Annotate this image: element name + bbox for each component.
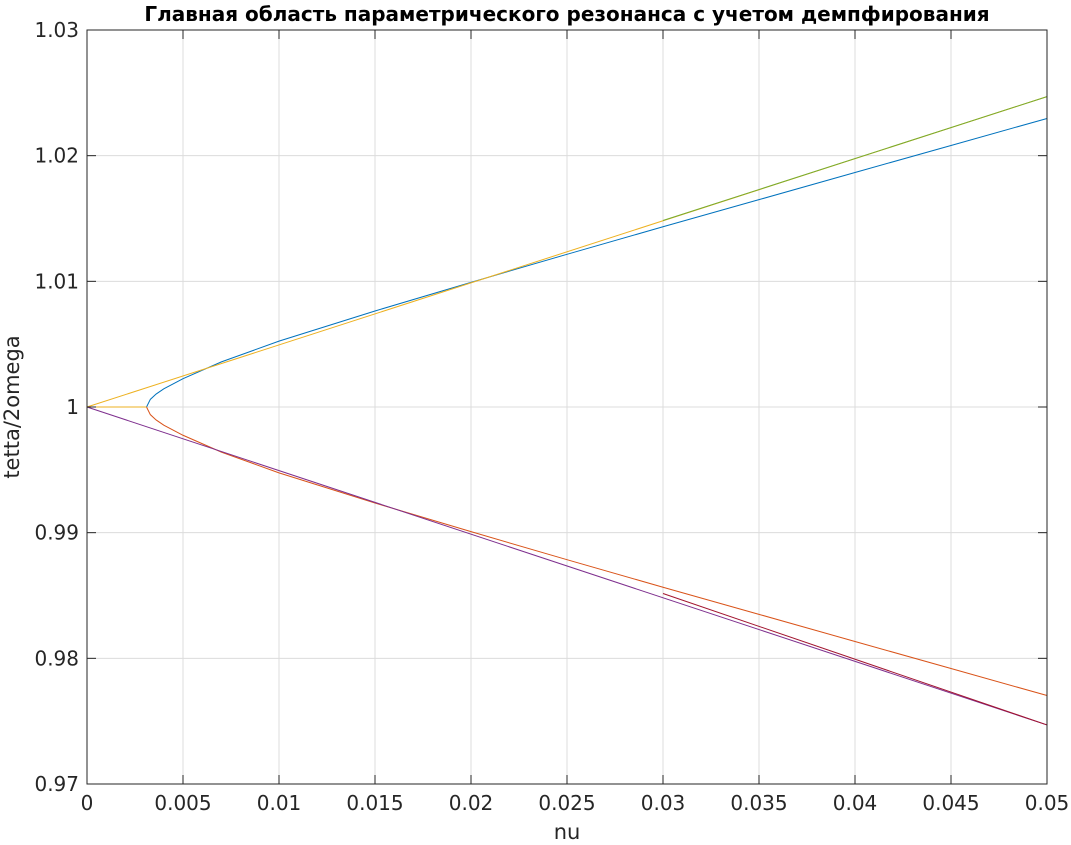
- ticks: [86, 29, 1048, 785]
- y-axis-label: tetta/2omega: [0, 335, 24, 478]
- series-line: [86, 406, 1048, 726]
- series-line: [662, 96, 1048, 221]
- tick-labels: 0 0.005 0.01 0.015 0.02 0.025 0.03 0.035 0.04 0.0…: [34, 18, 1069, 815]
- x-tick-label: 0.04: [833, 791, 878, 815]
- x-tick-label: 0.005: [154, 791, 211, 815]
- y-tick-label: 1.03: [34, 18, 79, 42]
- y-tick-label: 0.97: [34, 772, 79, 796]
- x-tick-label: 0.035: [730, 791, 787, 815]
- x-tick-label: 0.025: [538, 791, 595, 815]
- x-tick-label: 0.03: [641, 791, 686, 815]
- series-line: [146, 117, 1048, 408]
- chart-title: Главная область параметрического резонан…: [144, 2, 989, 26]
- x-tick-label: 0.05: [1025, 791, 1070, 815]
- y-tick-label: 1.02: [34, 144, 79, 168]
- x-tick-label: 0.01: [257, 791, 302, 815]
- x-axis-label: nu: [554, 820, 581, 844]
- x-tick-label: 0.045: [922, 791, 979, 815]
- x-tick-label: 0.015: [346, 791, 403, 815]
- x-tick-label: 0: [81, 791, 94, 815]
- y-tick-label: 0.98: [34, 646, 79, 670]
- y-tick-label: 1: [66, 395, 79, 419]
- x-tick-label: 0.02: [449, 791, 494, 815]
- y-tick-label: 0.99: [34, 521, 79, 545]
- series-line: [146, 406, 1048, 697]
- series-line: [662, 593, 1048, 726]
- y-tick-label: 1.01: [34, 269, 79, 293]
- data-series: [86, 96, 1048, 726]
